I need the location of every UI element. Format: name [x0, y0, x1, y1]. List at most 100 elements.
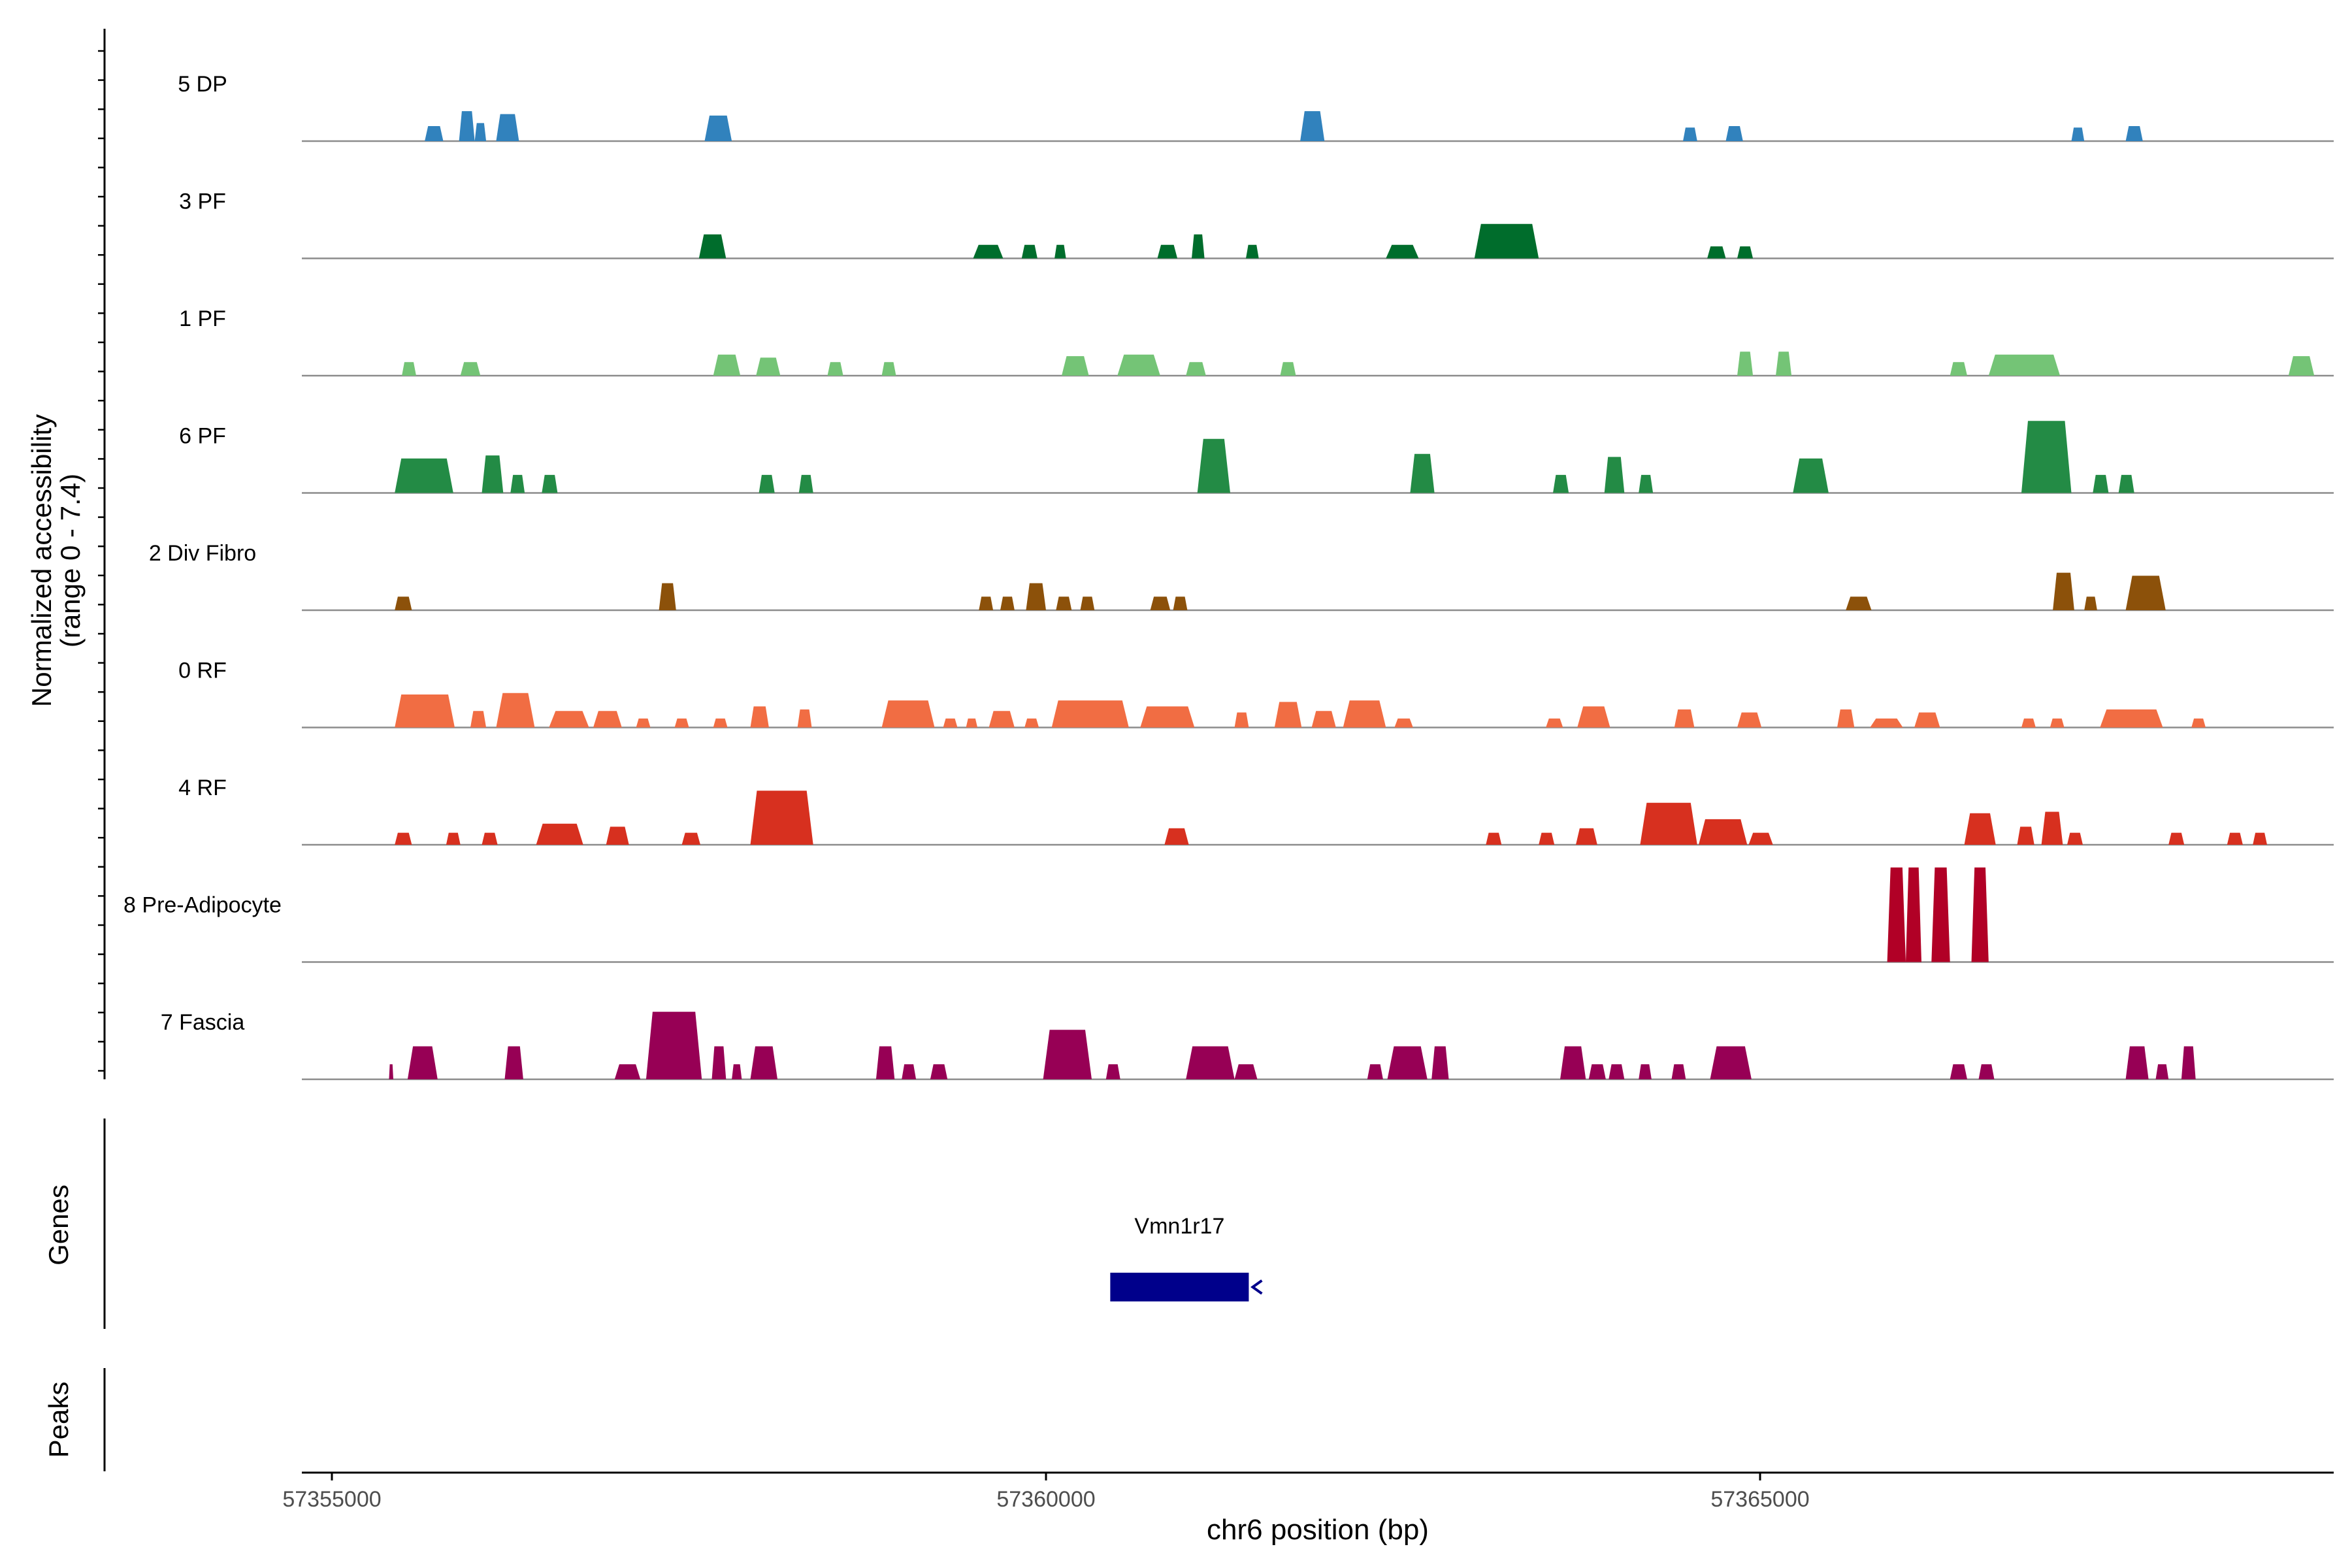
coverage-peak: [1988, 354, 2061, 376]
coverage-peak: [711, 1046, 727, 1079]
gene-label: Vmn1r17: [1134, 1214, 1224, 1239]
coverage-peak: [395, 832, 412, 845]
coverage-peak: [1964, 813, 1996, 845]
coverage-peak: [1140, 706, 1195, 728]
coverage-peak: [966, 718, 978, 728]
coverage-peak: [470, 711, 487, 728]
coverage-peak: [798, 474, 813, 493]
coverage-peak: [681, 832, 700, 845]
coverage-peak: [425, 126, 444, 141]
genes-panel-label: Genes: [43, 1184, 74, 1266]
coverage-peak: [395, 694, 455, 728]
coverage-peak: [1674, 709, 1695, 728]
coverage-peak: [943, 718, 958, 728]
track-7-fascia: [302, 1011, 2334, 1081]
coverage-peak: [482, 455, 504, 493]
coverage-peak: [1246, 244, 1259, 259]
coverage-peak: [549, 711, 589, 728]
coverage-peak: [797, 709, 812, 728]
x-axis-label: chr6 position (bp): [1207, 1514, 1429, 1546]
coverage-peak: [1056, 596, 1072, 610]
gene-body: [1110, 1273, 1249, 1301]
coverage-peak: [1539, 832, 1555, 845]
coverage-peak: [1737, 246, 1754, 259]
coverage-peak: [1186, 1046, 1235, 1079]
track-8-pre-adipocyte: [302, 867, 2334, 963]
track-label: 7 Fascia: [161, 1010, 245, 1035]
coverage-peak: [1576, 828, 1597, 845]
coverage-peak: [407, 1046, 438, 1079]
coverage-peak: [542, 474, 558, 493]
coverage-peak: [1870, 718, 1903, 728]
coverage-peak: [1950, 362, 1967, 376]
genes-panel: Genes Vmn1r17: [43, 1119, 1263, 1329]
coverage-peak: [750, 706, 769, 728]
coverage-peak: [1280, 362, 1296, 376]
track-4-rf: [302, 791, 2334, 846]
coverage-peak: [2017, 826, 2034, 845]
coverage-peak: [1173, 596, 1188, 610]
coverage-peak: [674, 718, 689, 728]
coverage-peak: [496, 114, 519, 141]
coverage-peak: [1588, 1064, 1606, 1079]
coverage-peak: [1051, 700, 1129, 728]
coverage-peak: [973, 244, 1004, 259]
coverage-peak: [979, 596, 994, 610]
coverage-peak: [593, 711, 622, 728]
coverage-peak: [1837, 709, 1855, 728]
coverage-peak: [713, 354, 741, 376]
accessibility-axis-ticks: [98, 50, 105, 1072]
peaks-panel-label: Peaks: [43, 1382, 74, 1458]
coverage-peak: [1080, 596, 1095, 610]
coverage-peak: [2053, 572, 2074, 610]
gene-annotations: Vmn1r17: [1110, 1214, 1263, 1301]
coverage-tracks: [302, 111, 2334, 1081]
coverage-peak: [2067, 832, 2083, 845]
coverage-peak: [2155, 1064, 2169, 1079]
coverage-peak: [1978, 1064, 1995, 1079]
coverage-peak: [1639, 1064, 1652, 1079]
coverage-peak: [1737, 712, 1762, 728]
x-tick-label: 57360000: [996, 1487, 1095, 1512]
coverage-peak: [1000, 596, 1015, 610]
coverage-peak: [2125, 1046, 2149, 1079]
coverage-peak: [875, 1046, 895, 1079]
coverage-peak: [1737, 351, 1754, 376]
coverage-peak: [614, 1064, 641, 1079]
coverage-peak: [402, 362, 416, 376]
coverage-peak: [713, 718, 728, 728]
coverage-peak: [1026, 583, 1046, 610]
coverage-peak: [1043, 1030, 1092, 1079]
peaks-panel: Peaks: [43, 1368, 106, 1471]
coverage-peak: [1604, 457, 1625, 493]
coverage-peak: [1157, 244, 1178, 259]
coverage-peak: [1164, 828, 1189, 845]
coverage-peak: [2168, 832, 2185, 845]
coverage-peak: [1639, 474, 1654, 493]
coverage-peak: [659, 583, 676, 610]
coverage-peak: [1387, 1046, 1428, 1079]
coverage-peak: [606, 826, 629, 845]
coverage-peak: [2125, 126, 2143, 141]
coverage-peak: [1150, 596, 1171, 610]
coverage-peak: [1343, 700, 1386, 728]
coverage-peak: [1914, 712, 1940, 728]
coverage-peak: [460, 362, 481, 376]
track-5-dp: [302, 111, 2334, 142]
coverage-peak: [1931, 867, 1950, 962]
coverage-peak: [1431, 1046, 1449, 1079]
coverage-peak: [1197, 438, 1230, 493]
track-label: 1 PF: [179, 306, 226, 331]
coverage-peak: [1710, 1046, 1752, 1079]
coverage-peak: [645, 1011, 702, 1079]
track-label: 4 RF: [178, 776, 227, 800]
coverage-peak: [474, 123, 487, 141]
x-tick-label: 57365000: [1710, 1487, 1809, 1512]
coverage-peak: [2125, 576, 2166, 610]
coverage-peak: [750, 791, 813, 845]
gene-vmn1r17: Vmn1r17: [1110, 1214, 1263, 1301]
coverage-peak: [395, 458, 453, 493]
coverage-peak: [704, 115, 732, 141]
coverage-peak: [1410, 453, 1435, 493]
coverage-peak: [1707, 246, 1726, 259]
